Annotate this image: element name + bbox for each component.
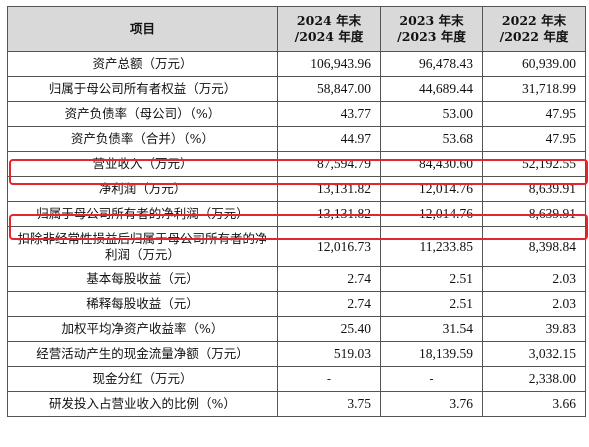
value-2022: 47.95 [482, 101, 586, 127]
value-2023: - [380, 366, 483, 392]
financial-indicators-table: 项目 2024 年末 /2024 年度 2023 年末 /2023 年度 202… [7, 6, 586, 417]
row-label: 资产负债率（母公司）（%） [7, 101, 278, 127]
value-2022: 2,338.00 [482, 366, 586, 392]
value-2024: 12,016.73 [277, 226, 381, 267]
value-2022: 8,639.91 [482, 201, 586, 227]
table-row: 资产总额（万元） 106,943.96 96,478.43 60,939.00 [7, 51, 586, 77]
header-2022: 2022 年末 /2022 年度 [482, 6, 586, 52]
value-2022: 2.03 [482, 266, 586, 292]
table-row-net-profit-parent: 归属于母公司所有者的净利润（万元） 13,131.82 12,014.76 8,… [7, 201, 586, 227]
row-label: 现金分红（万元） [7, 366, 278, 392]
value-2023: 31.54 [380, 316, 483, 342]
row-label: 归属于母公司所有者权益（万元） [7, 76, 278, 102]
row-label: 扣除非经常性损益后归属于母公司所有者的净利润（万元） [7, 226, 278, 267]
table-row: 基本每股收益（元） 2.74 2.51 2.03 [7, 266, 586, 292]
row-label: 研发投入占营业收入的比例（%） [7, 391, 278, 417]
row-label: 稀释每股收益（元） [7, 291, 278, 317]
row-label: 资产负债率（合并）（%） [7, 126, 278, 152]
row-label: 归属于母公司所有者的净利润（万元） [7, 201, 278, 227]
value-2024: 43.77 [277, 101, 381, 127]
table-row: 研发投入占营业收入的比例（%） 3.75 3.76 3.66 [7, 391, 586, 417]
value-2024: 87,594.79 [277, 151, 381, 177]
row-label: 基本每股收益（元） [7, 266, 278, 292]
value-2023: 44,689.44 [380, 76, 483, 102]
header-item: 项目 [7, 6, 278, 52]
value-2022: 31,718.99 [482, 76, 586, 102]
value-2023: 18,139.59 [380, 341, 483, 367]
row-label: 营业收入（万元） [7, 151, 278, 177]
value-2022: 8,639.91 [482, 176, 586, 202]
table-row: 加权平均净资产收益率（%） 25.40 31.54 39.83 [7, 316, 586, 342]
table-row: 稀释每股收益（元） 2.74 2.51 2.03 [7, 291, 586, 317]
value-2023: 84,430.60 [380, 151, 483, 177]
value-2022: 3.66 [482, 391, 586, 417]
table-row: 资产负债率（母公司）（%） 43.77 53.00 47.95 [7, 101, 586, 127]
value-2022: 2.03 [482, 291, 586, 317]
value-2024: 44.97 [277, 126, 381, 152]
value-2022: 39.83 [482, 316, 586, 342]
value-2023: 2.51 [380, 266, 483, 292]
table-row: 资产负债率（合并）（%） 44.97 53.68 47.95 [7, 126, 586, 152]
value-2023: 53.00 [380, 101, 483, 127]
value-2024: 58,847.00 [277, 76, 381, 102]
table-row: 扣除非经常性损益后归属于母公司所有者的净利润（万元） 12,016.73 11,… [7, 226, 586, 267]
value-2022: 47.95 [482, 126, 586, 152]
value-2024: 13,131.82 [277, 201, 381, 227]
value-2024: 519.03 [277, 341, 381, 367]
row-label: 加权平均净资产收益率（%） [7, 316, 278, 342]
value-2022: 3,032.15 [482, 341, 586, 367]
value-2023: 3.76 [380, 391, 483, 417]
row-label: 净利润（万元） [7, 176, 278, 202]
value-2023: 11,233.85 [380, 226, 483, 267]
value-2024: 2.74 [277, 291, 381, 317]
table-row: 归属于母公司所有者权益（万元） 58,847.00 44,689.44 31,7… [7, 76, 586, 102]
value-2024: - [277, 366, 381, 392]
table-row: 现金分红（万元） - - 2,338.00 [7, 366, 586, 392]
value-2023: 53.68 [380, 126, 483, 152]
value-2024: 25.40 [277, 316, 381, 342]
header-2023: 2023 年末 /2023 年度 [380, 6, 483, 52]
table-row-revenue: 营业收入（万元） 87,594.79 84,430.60 52,192.55 [7, 151, 586, 177]
table-row: 经营活动产生的现金流量净额（万元） 519.03 18,139.59 3,032… [7, 341, 586, 367]
row-label: 经营活动产生的现金流量净额（万元） [7, 341, 278, 367]
value-2023: 12,014.76 [380, 176, 483, 202]
value-2022: 8,398.84 [482, 226, 586, 267]
value-2023: 12,014.76 [380, 201, 483, 227]
value-2023: 2.51 [380, 291, 483, 317]
value-2024: 2.74 [277, 266, 381, 292]
table-header-row: 项目 2024 年末 /2024 年度 2023 年末 /2023 年度 202… [7, 6, 586, 52]
value-2024: 106,943.96 [277, 51, 381, 77]
value-2024: 3.75 [277, 391, 381, 417]
value-2022: 52,192.55 [482, 151, 586, 177]
header-2024: 2024 年末 /2024 年度 [277, 6, 381, 52]
value-2024: 13,131.82 [277, 176, 381, 202]
value-2022: 60,939.00 [482, 51, 586, 77]
row-label: 资产总额（万元） [7, 51, 278, 77]
value-2023: 96,478.43 [380, 51, 483, 77]
table-row: 净利润（万元） 13,131.82 12,014.76 8,639.91 [7, 176, 586, 202]
